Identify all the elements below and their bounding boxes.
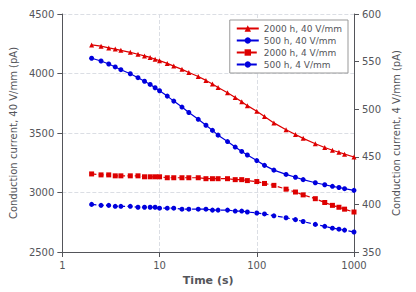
svg-text:Conduction current, 40 V/mm (p: Conduction current, 40 V/mm (pA) [8,47,19,219]
svg-text:3000: 3000 [29,187,54,198]
svg-text:Conduction current, 4 V/mm (pA: Conduction current, 4 V/mm (pA) [391,50,402,216]
svg-text:350: 350 [362,247,381,258]
svg-text:500 h, 40 V/mm: 500 h, 40 V/mm [264,36,337,46]
svg-text:550: 550 [362,56,381,67]
svg-text:4500: 4500 [29,9,54,20]
svg-text:2000 h, 4 V/mm: 2000 h, 4 V/mm [264,48,337,58]
svg-text:2500: 2500 [29,247,54,258]
svg-text:500: 500 [362,104,381,115]
svg-text:3500: 3500 [29,128,54,139]
svg-text:4000: 4000 [29,68,54,79]
svg-text:1000: 1000 [341,260,366,271]
svg-text:400: 400 [362,199,381,210]
svg-text:600: 600 [362,9,381,20]
svg-text:Time (s): Time (s) [183,274,234,287]
svg-text:2000 h, 40 V/mm: 2000 h, 40 V/mm [264,24,342,34]
svg-text:450: 450 [362,151,381,162]
svg-text:100: 100 [247,260,266,271]
svg-text:500 h, 4 V/mm: 500 h, 4 V/mm [264,60,331,70]
svg-text:10: 10 [153,260,166,271]
svg-text:1: 1 [59,260,65,271]
